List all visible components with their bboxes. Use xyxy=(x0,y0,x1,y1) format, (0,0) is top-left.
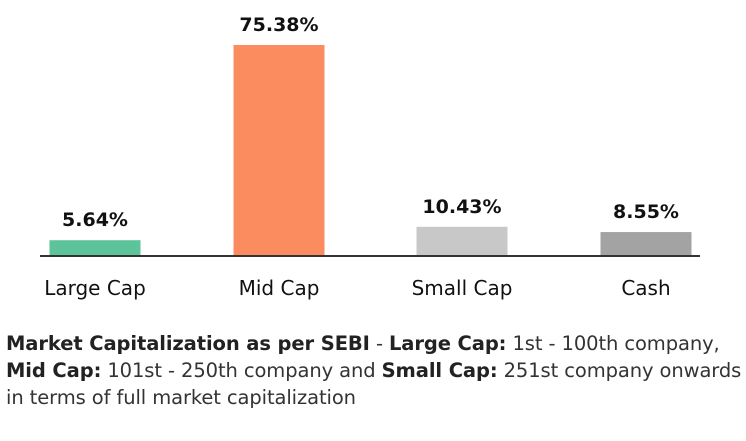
footnote-small-cap-label: Small Cap: xyxy=(381,359,498,382)
footnote-small-cap-text: 251st company onwards in terms of full m… xyxy=(6,359,742,409)
value-label-small-cap: 10.43% xyxy=(422,196,501,218)
footnote-heading: Market Capitalization as per SEBI xyxy=(6,332,370,355)
value-label-large-cap: 5.64% xyxy=(62,209,128,231)
footnote-mid-cap-label: Mid Cap: xyxy=(6,359,102,382)
bars-group xyxy=(49,45,692,256)
bar-mid-cap xyxy=(233,45,325,256)
bar-cash xyxy=(600,232,692,256)
bar-large-cap xyxy=(49,240,141,256)
footnote-separator: - xyxy=(369,332,389,355)
bar-small-cap xyxy=(416,226,508,256)
value-label-cash: 8.55% xyxy=(613,201,679,223)
category-label-small-cap: Small Cap xyxy=(412,276,513,300)
footnote-large-cap-text: 1st - 100th company, xyxy=(506,332,720,355)
footnote-large-cap-label: Large Cap: xyxy=(388,332,507,355)
value-label-mid-cap: 75.38% xyxy=(239,14,318,36)
value-labels-group: 5.64% 75.38% 10.43% 8.55% xyxy=(62,14,679,231)
category-label-large-cap: Large Cap xyxy=(44,276,146,300)
footnote-mid-cap-text: 101st - 250th company and xyxy=(101,359,382,382)
market-cap-footnote: Market Capitalization as per SEBI - Larg… xyxy=(6,330,742,411)
bar-chart: 5.64% 75.38% 10.43% 8.55% Large Cap Mid Cap S… xyxy=(40,14,700,300)
category-label-cash: Cash xyxy=(621,276,670,300)
category-label-mid-cap: Mid Cap xyxy=(239,276,320,300)
category-labels-group: Large Cap Mid Cap Small Cap Cash xyxy=(44,276,670,300)
